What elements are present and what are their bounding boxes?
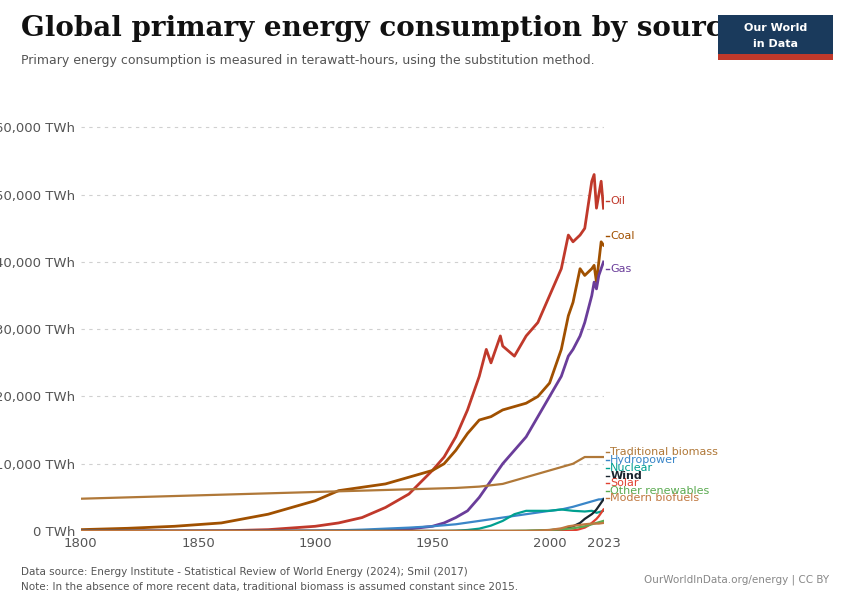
Text: Oil: Oil — [610, 196, 626, 206]
Text: Note: In the absence of more recent data, traditional biomass is assumed constan: Note: In the absence of more recent data… — [21, 582, 518, 592]
Text: Our World: Our World — [744, 23, 808, 32]
Text: Gas: Gas — [610, 263, 632, 274]
Text: Data source: Energy Institute - Statistical Review of World Energy (2024); Smil : Data source: Energy Institute - Statisti… — [21, 567, 468, 577]
Text: Wind: Wind — [610, 471, 642, 481]
Text: Nuclear: Nuclear — [610, 463, 654, 473]
Text: Other renewables: Other renewables — [610, 485, 710, 496]
Text: Coal: Coal — [610, 232, 635, 241]
Text: Solar: Solar — [610, 478, 639, 488]
Text: Modern biofuels: Modern biofuels — [610, 493, 700, 503]
Text: Primary energy consumption is measured in terawatt-hours, using the substitution: Primary energy consumption is measured i… — [21, 54, 595, 67]
Text: Global primary energy consumption by source: Global primary energy consumption by sou… — [21, 15, 740, 42]
Text: Traditional biomass: Traditional biomass — [610, 446, 718, 457]
Text: Hydropower: Hydropower — [610, 455, 678, 465]
Text: OurWorldInData.org/energy | CC BY: OurWorldInData.org/energy | CC BY — [643, 575, 829, 586]
Text: in Data: in Data — [753, 39, 798, 49]
